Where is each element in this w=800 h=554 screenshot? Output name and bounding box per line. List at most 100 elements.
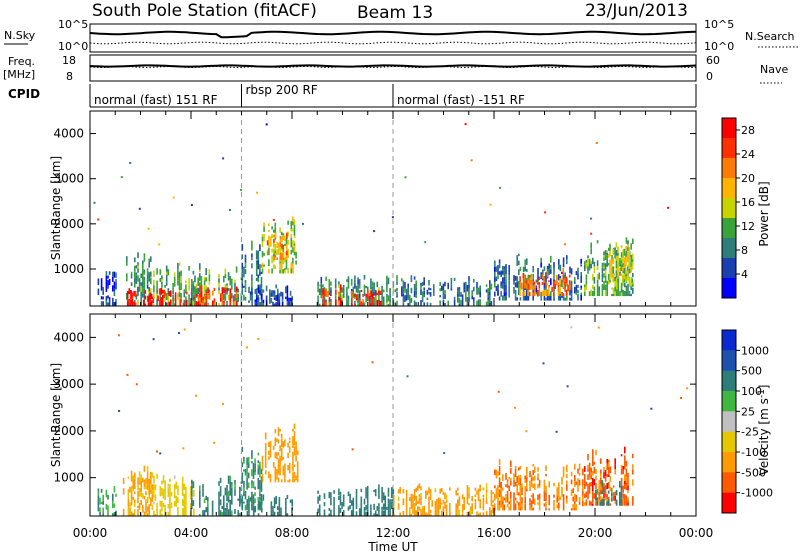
scatter-cell [519,276,521,282]
scatter-cell [246,477,248,484]
scatter-cell [413,276,416,280]
scatter-cell [615,270,618,277]
scatter-cell [570,479,573,485]
scatter-cell [288,446,291,451]
scatter-cell [604,279,607,283]
scatter-cell [219,491,222,497]
scatter-cell [327,291,329,297]
scatter-point [566,385,569,388]
scatter-cell [508,274,510,281]
scatter-cell [145,510,147,513]
scatter-point [489,203,492,206]
scatter-cell [149,292,151,296]
nsky-series-line [89,30,697,39]
scatter-cell [524,274,526,282]
scatter-cell [328,301,331,306]
scatter-cell [285,510,287,516]
scatter-cell [468,493,470,499]
scatter-cell [431,502,433,507]
scatter-cell [510,498,512,504]
scatter-cell [371,293,374,299]
scatter-cell [601,267,604,274]
scatter-cell [409,497,411,502]
scatter-cell [477,495,480,502]
scatter-cell [503,504,506,511]
scatter-cell [146,500,149,503]
scatter-cell [241,288,244,295]
colorbar-tick-label: -1000 [741,487,773,500]
scatter-cell [352,292,355,298]
scatter-cell [105,503,108,510]
scatter-cell [412,503,414,509]
scatter-cell [526,472,528,477]
scatter-cell [413,290,416,298]
scatter-cell [502,501,504,505]
scatter-cell [600,495,602,500]
scatter-cell [130,302,132,306]
scatter-cell [254,469,256,473]
scatter-cell [608,254,610,258]
scatter-cell [500,291,502,297]
scatter-cell [622,263,624,267]
scatter-cell [527,283,529,290]
scatter-cell [200,291,203,298]
scatter-cell [146,497,149,501]
scatter-cell [445,509,448,516]
scatter-cell [373,302,375,306]
scatter-point [213,441,216,444]
scatter-cell [229,301,232,306]
scatter-cell [259,302,261,306]
scatter-cell [150,501,152,506]
scatter-cell [562,279,565,283]
scatter-cell [596,260,599,266]
scatter-cell [355,285,358,293]
scatter-cell [592,284,594,289]
scatter-cell [285,506,287,511]
scatter-cell [261,508,263,513]
scatter-cell [130,293,132,300]
scatter-cell [287,480,289,483]
scatter-cell [241,280,244,284]
scatter-cell [244,269,247,274]
scatter-cell [243,501,245,504]
scatter-cell [219,510,222,516]
nsky-label: N.Sky [4,29,36,42]
scatter-cell [244,469,247,474]
scatter-cell [279,459,281,465]
scatter-cell [474,502,477,510]
scatter-cell [513,498,515,505]
scatter-cell [596,488,599,495]
colorbar-tick-label: 100 [741,385,762,398]
scatter-cell [169,502,171,509]
scatter-cell [317,490,319,494]
scatter-cell [566,474,568,479]
scatter-cell [247,495,250,500]
scatter-cell [148,504,150,508]
scatter-cell [276,241,278,248]
scatter-cell [218,481,220,486]
scatter-point [351,448,354,451]
scatter-cell [115,282,117,290]
scatter-cell [200,297,203,303]
scatter-cell [279,247,281,253]
scatter-cell [612,273,614,279]
scatter-cell [363,284,366,292]
scatter-point [257,338,260,340]
scatter-cell [543,489,546,492]
scatter-cell [543,503,546,507]
scatter-cell [260,468,263,475]
scatter-cell [274,429,277,434]
scatter-cell [150,300,153,306]
scatter-cell [445,504,448,509]
freq-tick-top: 18 [62,54,76,67]
scatter-cell [519,478,522,486]
scatter-cell [251,480,253,484]
scatter-cell [502,504,504,511]
scatter-cell [465,292,467,298]
scatter-cell [553,298,555,301]
scatter-cell [474,494,477,497]
scatter-cell [255,277,258,281]
scatter-cell [251,491,253,496]
scatter-cell [387,304,390,306]
scatter-cell [178,271,181,279]
